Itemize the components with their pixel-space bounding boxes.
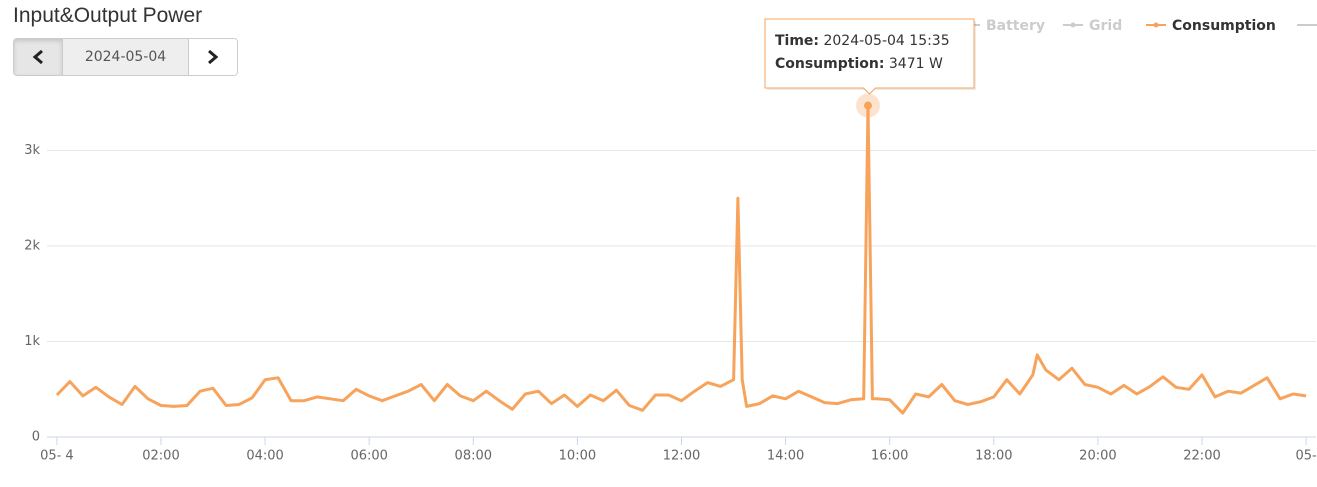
tooltip-part: Time: xyxy=(775,33,819,49)
date-navigator: 2024-05-04 xyxy=(13,38,238,76)
tooltip-part: 3471 xyxy=(889,56,925,72)
tooltip-box xyxy=(764,18,975,95)
y-tick-label: 1k xyxy=(24,334,40,349)
tooltip-text: Time: 2024-05-04 15:35 xyxy=(775,33,950,49)
legend-label[interactable]: Battery xyxy=(986,18,1045,34)
x-tick-label: 16:00 xyxy=(871,449,908,464)
series-line xyxy=(55,104,1307,415)
x-tick-label: 06:00 xyxy=(350,449,387,464)
x-tick-label: 05- 4 xyxy=(40,449,74,464)
y-tick-label: 0 xyxy=(32,430,40,445)
y-tick-label: 3k xyxy=(24,143,40,158)
legend-label[interactable]: Grid xyxy=(1089,18,1122,34)
prev-button[interactable] xyxy=(14,39,63,75)
tooltip: Time: 2024-05-04 15:35 Consumption: 3471… xyxy=(764,18,976,95)
y-tick-label: 2k xyxy=(24,239,40,254)
hover-point xyxy=(863,101,872,110)
x-tick-label: 18:00 xyxy=(975,449,1012,464)
x-tick-label: 08:00 xyxy=(455,449,492,464)
x-tick-label: 04:00 xyxy=(246,449,283,464)
x-tick-label: 14:00 xyxy=(767,449,804,464)
tooltip-part: Consumption: xyxy=(775,56,884,72)
x-tick-label: 12:00 xyxy=(663,449,700,464)
legend-label[interactable]: Consumption xyxy=(1172,18,1276,34)
x-tick-label: 22:00 xyxy=(1183,449,1220,464)
next-icon xyxy=(208,49,219,65)
x-tick-label: 20:00 xyxy=(1079,449,1116,464)
x-tick-label: 10:00 xyxy=(559,449,596,464)
next-button[interactable] xyxy=(188,39,237,75)
date-field[interactable]: 2024-05-04 xyxy=(63,39,188,75)
x-tick-label: 02:00 xyxy=(142,449,179,464)
legend-dot xyxy=(1070,22,1076,28)
legend-dot xyxy=(1153,22,1159,28)
x-tick-label: 05- xyxy=(1295,449,1317,464)
tooltip-part: W xyxy=(929,56,943,72)
tooltip-text: Consumption: 3471 W xyxy=(775,56,943,72)
prev-icon xyxy=(32,49,43,65)
page-title: Input&Output Power xyxy=(13,4,203,27)
tooltip-part: 2024-05-04 15:35 xyxy=(823,33,949,49)
